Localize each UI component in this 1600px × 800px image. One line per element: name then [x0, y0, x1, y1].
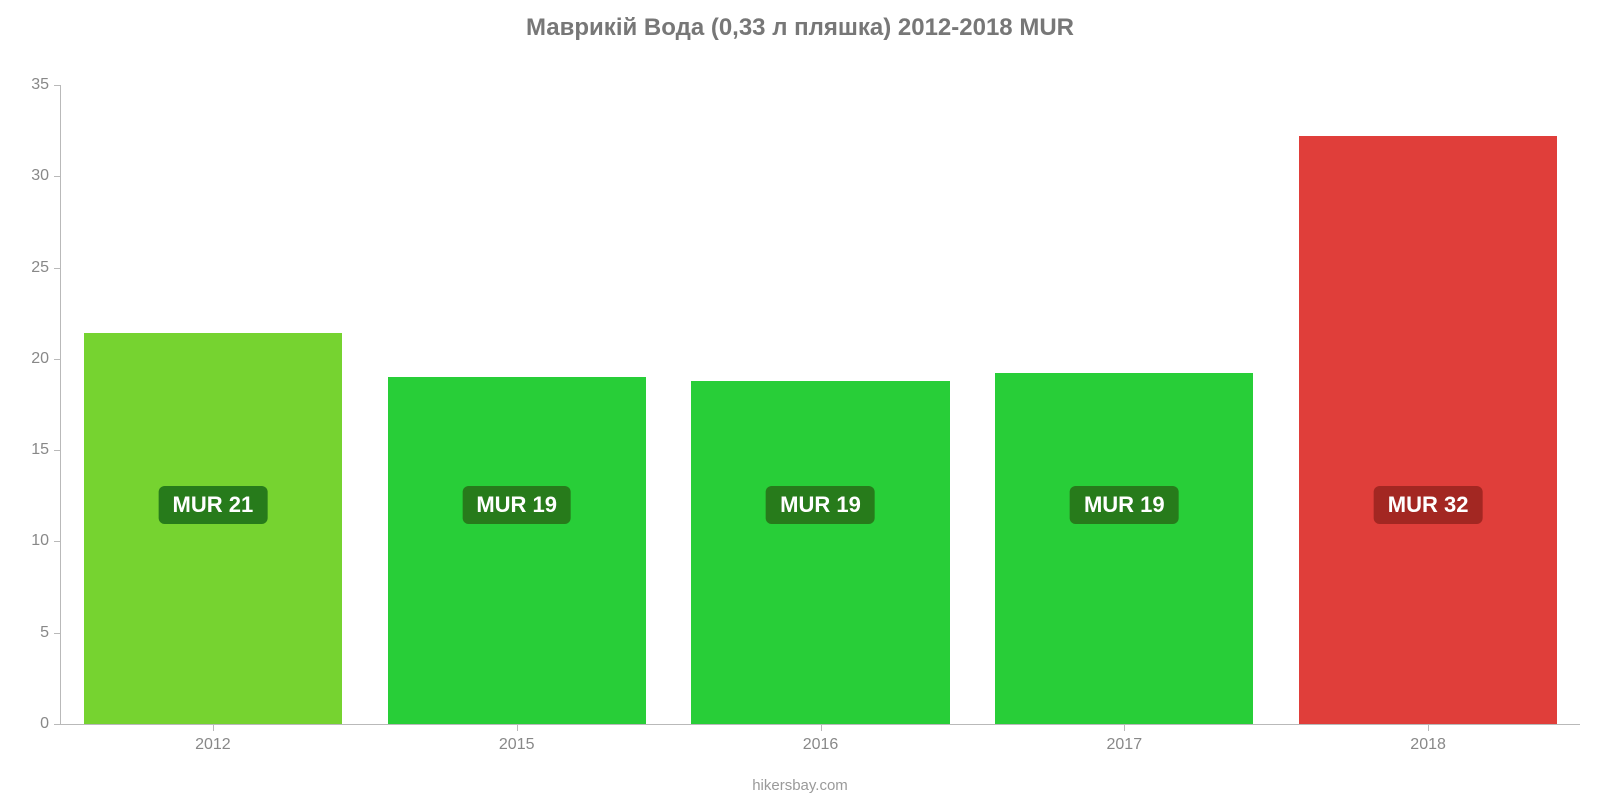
bar-value-label: MUR 19	[462, 486, 571, 524]
x-tick-mark	[1124, 724, 1125, 731]
x-tick-mark	[821, 724, 822, 731]
y-tick-label: 10	[31, 532, 49, 550]
y-tick-mark	[54, 633, 61, 634]
y-tick-label: 35	[31, 76, 49, 94]
bar: MUR 32	[1299, 136, 1557, 724]
x-tick-mark	[1428, 724, 1429, 731]
bar-value-label: MUR 21	[159, 486, 268, 524]
bar: MUR 19	[691, 381, 949, 724]
x-tick-label: 2016	[803, 736, 839, 754]
bar-value-label: MUR 19	[1070, 486, 1179, 524]
y-tick-label: 5	[40, 624, 49, 642]
bar: MUR 19	[388, 377, 646, 724]
plot-area: 051015202530352012MUR 212015MUR 192016MU…	[60, 85, 1580, 725]
y-tick-mark	[54, 176, 61, 177]
bar: MUR 19	[995, 373, 1253, 724]
y-tick-label: 20	[31, 350, 49, 368]
x-tick-mark	[517, 724, 518, 731]
y-tick-label: 30	[31, 167, 49, 185]
y-tick-mark	[54, 359, 61, 360]
x-tick-label: 2012	[195, 736, 231, 754]
y-tick-mark	[54, 450, 61, 451]
bar: MUR 21	[84, 333, 342, 724]
x-tick-label: 2017	[1107, 736, 1143, 754]
y-tick-mark	[54, 724, 61, 725]
y-tick-label: 15	[31, 441, 49, 459]
credit-text: hikersbay.com	[0, 777, 1600, 794]
bar-value-label: MUR 32	[1374, 486, 1483, 524]
y-tick-label: 0	[40, 715, 49, 733]
bar-value-label: MUR 19	[766, 486, 875, 524]
x-tick-label: 2015	[499, 736, 535, 754]
y-tick-mark	[54, 541, 61, 542]
y-tick-mark	[54, 85, 61, 86]
x-tick-mark	[213, 724, 214, 731]
chart-container: Маврикій Вода (0,33 л пляшка) 2012-2018 …	[0, 0, 1600, 800]
y-tick-mark	[54, 268, 61, 269]
chart-title: Маврикій Вода (0,33 л пляшка) 2012-2018 …	[0, 14, 1600, 42]
x-tick-label: 2018	[1410, 736, 1446, 754]
y-tick-label: 25	[31, 259, 49, 277]
